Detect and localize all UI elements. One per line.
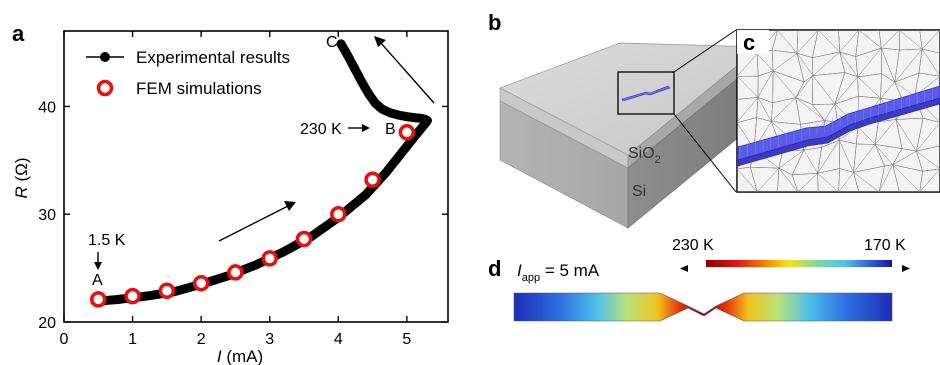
panel-label-a: a <box>12 21 25 46</box>
y-tick-label: 20 <box>38 315 56 332</box>
annotation-arrowhead-b <box>362 124 370 132</box>
fem-point <box>261 250 278 267</box>
mesh-cell <box>919 168 940 192</box>
device-block: SiO2 Si <box>499 29 762 229</box>
mesh-cell <box>916 117 940 152</box>
legend-marker-experimental <box>100 52 110 62</box>
trend-arrow-back <box>379 41 435 104</box>
mesh-cell <box>916 145 940 172</box>
experimental-point <box>336 39 346 49</box>
chart-r-vs-i: 0 1 2 3 4 5 20 30 40 I (mA) R (Ω) Experimental … <box>12 30 449 365</box>
annotation-point-b: B <box>385 121 396 138</box>
nanowire-temperature-map <box>513 292 893 322</box>
plot-frame <box>63 30 449 323</box>
colorbar-arrow-right <box>902 265 910 272</box>
legend: Experimental results FEM simulations <box>86 48 290 98</box>
trend-arrowhead-back <box>374 36 386 47</box>
fem-point <box>158 282 176 299</box>
fem-point <box>364 171 381 188</box>
x-axis-ticks: 0 1 2 3 4 5 <box>60 31 411 348</box>
mesh-cell <box>919 30 940 54</box>
mesh-cell <box>791 173 819 192</box>
legend-marker-fem <box>96 79 114 97</box>
experimental-point <box>343 51 353 61</box>
nanowire-fine-mesh <box>739 87 933 158</box>
colorbar-high-label: 230 K <box>672 237 714 254</box>
x-tick-label: 0 <box>60 331 69 348</box>
mesh-cell <box>892 164 923 192</box>
y-axis-label: R (Ω) <box>12 157 31 198</box>
annotation-arrowhead-start <box>94 262 102 270</box>
series-experimental <box>90 39 432 306</box>
fem-point <box>295 230 313 248</box>
fem-point <box>124 287 141 305</box>
mesh-cell <box>750 166 780 192</box>
colorbar-arrow-left <box>680 265 688 272</box>
oxide-label: SiO2 <box>628 145 661 166</box>
trend-arrowhead-up <box>284 201 296 211</box>
nanowire-mesh-side <box>737 97 940 167</box>
legend-label-experimental: Experimental results <box>136 48 290 67</box>
x-tick-label: 4 <box>334 331 343 348</box>
annotation-b-temp: 230 K <box>300 121 342 138</box>
fem-point <box>227 264 244 281</box>
current-label: Iapp = 5 mA <box>517 261 600 284</box>
annotation-start-temp: 1.5 K <box>88 232 126 249</box>
panel-label-b: b <box>488 10 501 35</box>
panel-label-c: c <box>743 30 755 55</box>
y-tick-label: 40 <box>38 99 56 116</box>
zoom-line-bottom <box>673 113 737 193</box>
fem-point <box>90 291 107 308</box>
substrate-label: Si <box>632 183 646 200</box>
mesh-cell <box>918 48 940 77</box>
annotation-point-a: A <box>92 272 103 289</box>
experimental-point <box>363 89 373 99</box>
panel-label-d: d <box>488 256 501 281</box>
x-tick-label: 3 <box>265 331 274 348</box>
experimental-point <box>370 98 380 108</box>
annotations: 1.5 K A 230 K B C <box>88 34 435 289</box>
legend-label-fem: FEM simulations <box>136 79 262 98</box>
mesh-cell <box>737 166 758 192</box>
x-axis-label: I (mA) <box>217 347 263 365</box>
x-tick-label: 2 <box>197 331 206 348</box>
fem-point <box>330 205 347 223</box>
fem-point <box>398 124 416 141</box>
experimental-point <box>350 64 360 74</box>
series-fem <box>90 124 416 308</box>
nanowire-small <box>621 85 671 102</box>
mesh-cell <box>777 167 799 192</box>
x-tick-label: 1 <box>128 331 137 348</box>
mesh-cell <box>817 168 840 192</box>
x-tick-label: 5 <box>402 331 411 348</box>
experimental-point <box>377 104 387 114</box>
experimental-point <box>357 77 367 87</box>
y-axis-ticks: 20 30 40 <box>38 99 448 332</box>
mesh-cell <box>838 168 860 192</box>
panel-label-c-bg <box>737 30 769 54</box>
fem-point <box>192 274 210 292</box>
trend-arrow-up <box>218 205 289 242</box>
colorbar <box>706 260 892 267</box>
annotation-point-c: C <box>326 34 338 51</box>
y-tick-label: 30 <box>38 207 56 224</box>
zoom-line-top <box>673 29 737 73</box>
zoom-box <box>617 71 675 115</box>
mesh-cell <box>853 165 885 192</box>
colorbar-low-label: 170 K <box>864 237 906 254</box>
mesh-cell <box>878 164 900 192</box>
mesh-zoom: c <box>736 29 940 193</box>
